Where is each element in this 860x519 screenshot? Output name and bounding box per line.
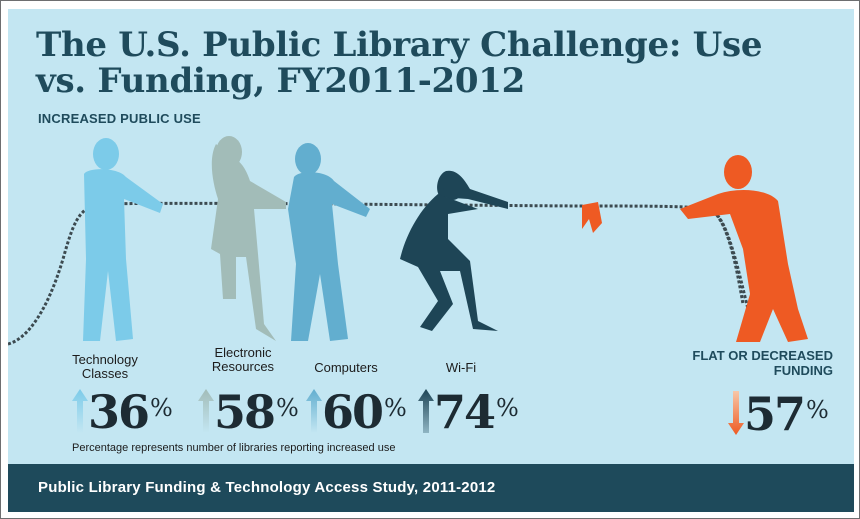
computers-percent: 60% bbox=[322, 387, 407, 437]
electronic-resources-label: Electronic Resources bbox=[203, 346, 283, 374]
label-line1: Electronic bbox=[214, 345, 272, 360]
figure-funding bbox=[680, 155, 808, 342]
label-line1: Computers bbox=[314, 360, 378, 375]
up-arrow-icon bbox=[72, 389, 88, 433]
flat-funding-label: FLAT OR DECREASED FUNDING bbox=[692, 348, 833, 378]
technology-classes-percent: 36% bbox=[88, 387, 173, 437]
rope-end bbox=[711, 209, 745, 305]
flag-icon bbox=[582, 202, 602, 233]
up-arrow-icon bbox=[418, 389, 434, 433]
infographic-panel: The U.S. Public Library Challenge: Use v… bbox=[8, 9, 854, 512]
tug-of-war-illustration bbox=[8, 136, 808, 346]
footer-source: Public Library Funding & Technology Acce… bbox=[38, 479, 496, 496]
up-arrow-icon bbox=[198, 389, 214, 433]
figure-computers bbox=[288, 143, 370, 341]
wifi-label: Wi-Fi bbox=[436, 361, 486, 375]
computers-label: Computers bbox=[306, 361, 386, 375]
percent-sign: % bbox=[384, 394, 407, 422]
electronic-resources-percent: 58% bbox=[214, 387, 299, 437]
label-line2: Classes bbox=[81, 366, 129, 381]
figure-technology-classes bbox=[83, 138, 163, 341]
percent-sign: % bbox=[496, 394, 519, 422]
figure-wifi bbox=[400, 170, 508, 331]
percent-value: 60 bbox=[322, 385, 384, 439]
percent-value: 57 bbox=[744, 387, 806, 441]
label-line1: Wi-Fi bbox=[445, 360, 477, 375]
footer-bar: Public Library Funding & Technology Acce… bbox=[8, 464, 854, 512]
infographic-title: The U.S. Public Library Challenge: Use v… bbox=[36, 25, 763, 101]
percent-sign: % bbox=[806, 396, 829, 424]
percent-value: 74 bbox=[434, 385, 496, 439]
down-arrow-icon bbox=[728, 391, 744, 435]
figure-electronic-resources bbox=[211, 136, 286, 341]
percent-value: 58 bbox=[214, 385, 276, 439]
wifi-percent: 74% bbox=[434, 387, 519, 437]
percent-sign: % bbox=[150, 394, 173, 422]
technology-classes-label: Technology Classes bbox=[70, 353, 140, 381]
percentage-note: Percentage represents number of librarie… bbox=[72, 442, 396, 454]
increased-use-heading: INCREASED PUBLIC USE bbox=[38, 111, 201, 126]
label-line1: Technology bbox=[72, 352, 138, 367]
percent-sign: % bbox=[276, 394, 299, 422]
label-line2: Resources bbox=[211, 359, 275, 374]
funding-percent: 57% bbox=[744, 389, 829, 439]
up-arrow-icon bbox=[306, 389, 322, 433]
percent-value: 36 bbox=[88, 385, 150, 439]
